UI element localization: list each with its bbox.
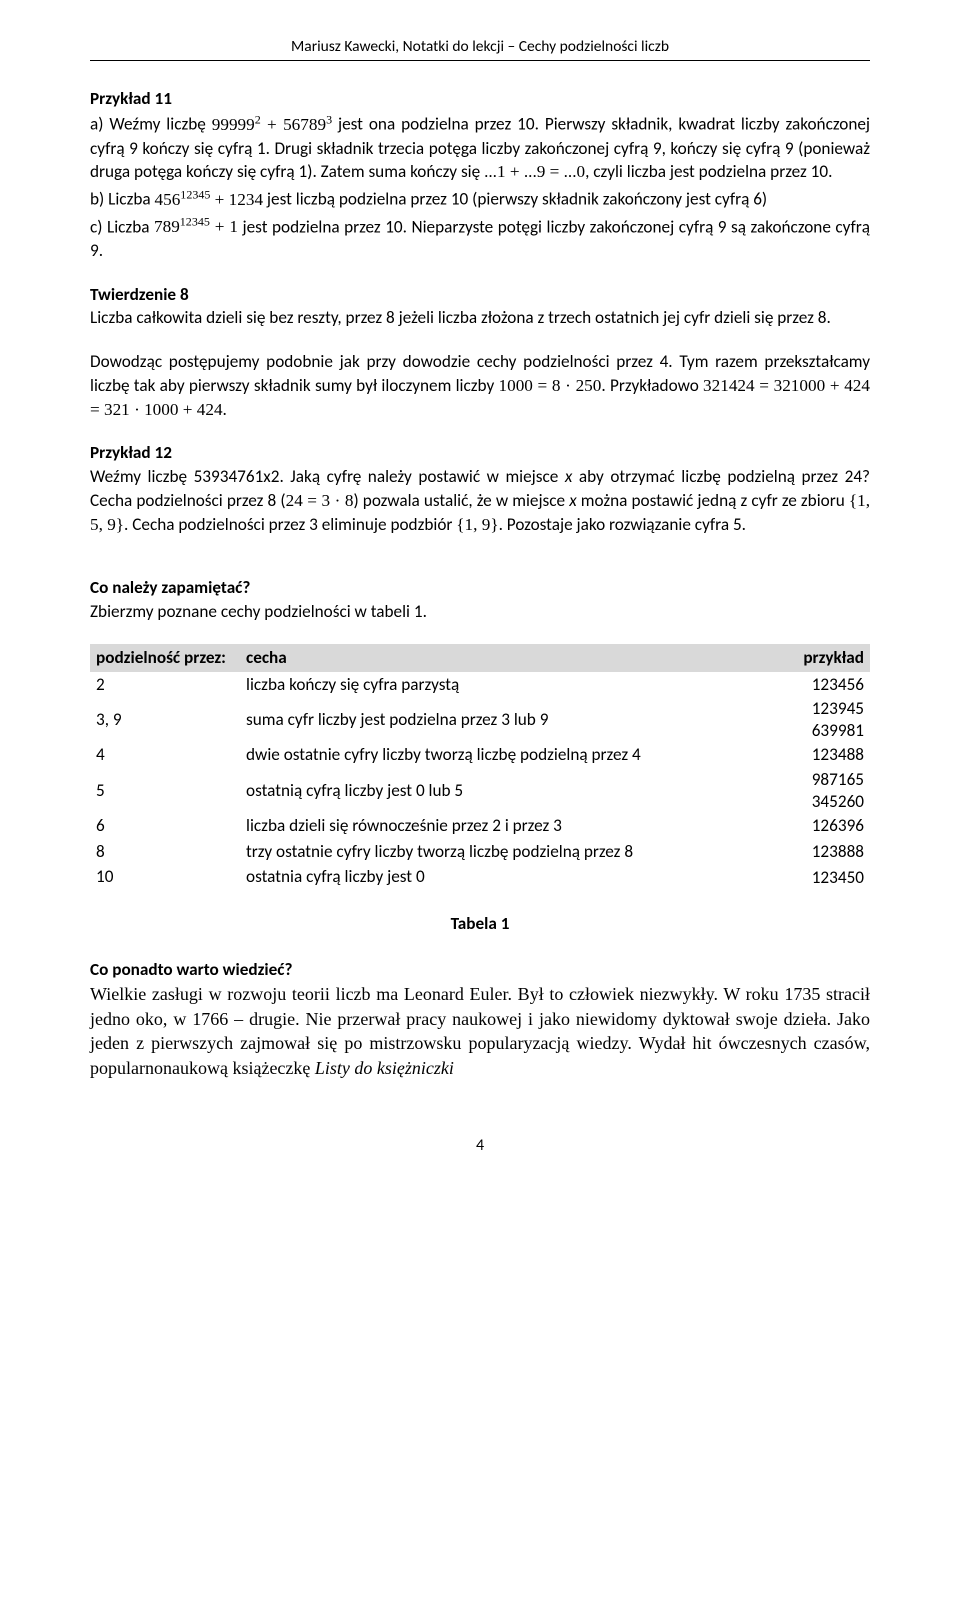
text: Wielkie zasługi w rozwoju teorii liczb m… (90, 984, 870, 1078)
cell-example: 123888 (780, 839, 870, 865)
table-row: 10ostatnia cyfrą liczby jest 0123450 (90, 864, 870, 890)
proof-block: Dowodząc postępujemy podobnie jak przy d… (90, 350, 870, 421)
text: jest liczbą podzielna przez 10 (pierwszy… (263, 189, 767, 210)
text: a) Weźmy liczbę (90, 114, 212, 135)
text: , czyli liczba jest podzielna przez 10. (585, 161, 832, 182)
table-caption: Tabela 1 (90, 912, 870, 936)
theorem-8-text: Liczba całkowita dzieli się bez reszty, … (90, 306, 870, 330)
formula: 1000 = 8 · 250 (499, 376, 602, 395)
cell-example: 123488 (780, 742, 870, 768)
text: . Przykładowo (601, 375, 703, 396)
text: c) Liczba (90, 216, 154, 237)
text: Weźmy liczbę 53934761x2. Jaką cyfrę nale… (90, 466, 565, 487)
text: . (223, 399, 227, 420)
cell-div: 3, 9 (90, 697, 240, 742)
formula: 999992 + 567893 (212, 115, 332, 134)
formula: ...1 + ...9 = ...0 (484, 162, 585, 181)
cell-rule: ostatnia cyfrą liczby jest 0 (240, 864, 780, 890)
text: ) pozwala ustalić, że w miejsce (353, 490, 569, 511)
col-header-div: podzielność przez: (90, 644, 240, 672)
formula: 24 = 3 · 8 (286, 491, 354, 510)
table-row: 3, 9suma cyfr liczby jest podzielna prze… (90, 697, 870, 742)
cell-div: 10 (90, 864, 240, 890)
summary-block: Co należy zapamiętać? Zbierzmy poznane c… (90, 576, 870, 623)
cell-div: 2 (90, 672, 240, 698)
text: b) Liczba (90, 189, 155, 210)
more-text: Wielkie zasługi w rozwoju teorii liczb m… (90, 982, 870, 1081)
formula: 78912345 + 1 (154, 217, 238, 236)
text: można postawić jedną z cyfr ze zbioru (577, 490, 849, 511)
example-11-b: b) Liczba 45612345 + 1234 jest liczbą po… (90, 186, 870, 211)
table-row: 2liczba kończy się cyfra parzystą123456 (90, 672, 870, 698)
table-row: 8trzy ostatnie cyfry liczby tworzą liczb… (90, 839, 870, 865)
header-rule (90, 60, 870, 61)
cell-rule: trzy ostatnie cyfry liczby tworzą liczbę… (240, 839, 780, 865)
table-row: 6liczba dzieli się równocześnie przez 2 … (90, 813, 870, 839)
summary-heading: Co należy zapamiętać? (90, 576, 870, 600)
col-header-rule: cecha (240, 644, 780, 672)
example-12: Przykład 12 Weźmy liczbę 53934761x2. Jak… (90, 441, 870, 536)
cell-rule: dwie ostatnie cyfry liczby tworzą liczbę… (240, 742, 780, 768)
formula: 45612345 + 1234 (155, 190, 264, 209)
var-x: x (569, 490, 576, 511)
cell-rule: suma cyfr liczby jest podzielna przez 3 … (240, 697, 780, 742)
cell-div: 6 (90, 813, 240, 839)
text: . Cecha podzielności przez 3 eliminuje p… (124, 514, 456, 535)
cell-div: 8 (90, 839, 240, 865)
table-header-row: podzielność przez: cecha przykład (90, 644, 870, 672)
proof-text: Dowodząc postępujemy podobnie jak przy d… (90, 350, 870, 421)
divisibility-table: podzielność przez: cecha przykład 2liczb… (90, 644, 870, 890)
page-number: 4 (90, 1135, 870, 1157)
theorem-8-title: Twierdzenie 8 (90, 283, 870, 307)
cell-div: 5 (90, 768, 240, 813)
cell-example: 123945639981 (780, 697, 870, 742)
col-header-example: przykład (780, 644, 870, 672)
more-heading: Co ponadto warto wiedzieć? (90, 958, 870, 982)
example-12-text: Weźmy liczbę 53934761x2. Jaką cyfrę nale… (90, 465, 870, 536)
set: {1, 9} (456, 515, 498, 534)
table-row: 5ostatnią cyfrą liczby jest 0 lub 598716… (90, 768, 870, 813)
cell-div: 4 (90, 742, 240, 768)
book-title: Listy do księżniczki (315, 1058, 454, 1078)
table-row: 4dwie ostatnie cyfry liczby tworzą liczb… (90, 742, 870, 768)
cell-rule: ostatnią cyfrą liczby jest 0 lub 5 (240, 768, 780, 813)
cell-example: 123450 (780, 864, 870, 890)
example-11: Przykład 11 a) Weźmy liczbę 999992 + 567… (90, 87, 870, 262)
text: . Pozostaje jako rozwiązanie cyfra 5. (499, 514, 746, 535)
example-11-title: Przykład 11 (90, 87, 870, 111)
example-11-c: c) Liczba 78912345 + 1 jest podzielna pr… (90, 214, 870, 263)
cell-example: 123456 (780, 672, 870, 698)
page-header: Mariusz Kawecki, Notatki do lekcji – Cec… (90, 36, 870, 57)
example-11-a: a) Weźmy liczbę 999992 + 567893 jest ona… (90, 111, 870, 184)
example-12-title: Przykład 12 (90, 441, 870, 465)
more-block: Co ponadto warto wiedzieć? Wielkie zasłu… (90, 958, 870, 1081)
cell-example: 987165345260 (780, 768, 870, 813)
theorem-8: Twierdzenie 8 Liczba całkowita dzieli si… (90, 283, 870, 330)
cell-example: 126396 (780, 813, 870, 839)
cell-rule: liczba kończy się cyfra parzystą (240, 672, 780, 698)
summary-text: Zbierzmy poznane cechy podzielności w ta… (90, 600, 870, 624)
cell-rule: liczba dzieli się równocześnie przez 2 i… (240, 813, 780, 839)
